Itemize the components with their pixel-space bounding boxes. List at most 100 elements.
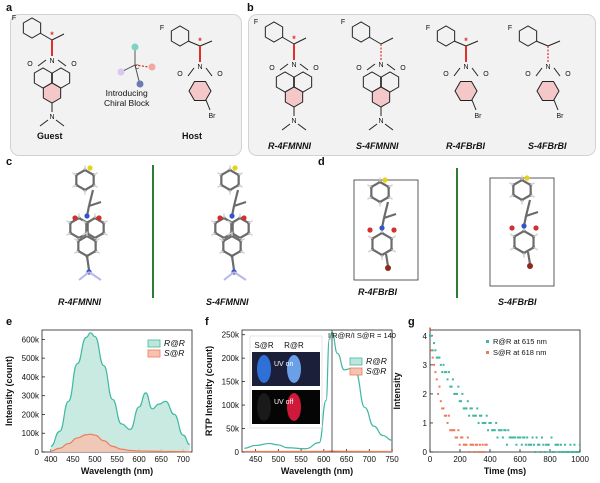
chart-g-point-1-38 <box>480 451 483 453</box>
crystal-r-4fbrbi-h-1-0 <box>391 248 397 253</box>
chart-g-point-0-111 <box>578 443 581 446</box>
chart-g-xtick-label-3: 600 <box>513 455 527 464</box>
crystal-r-4fbrbi-methyl <box>383 213 397 219</box>
r-4fmnni-o-right: O <box>313 65 319 72</box>
crystal-s-4fmnni-ring-2 <box>230 216 250 240</box>
s-4fmnni-amine-me2 <box>384 123 394 131</box>
chart-g-point-1-29 <box>468 451 471 453</box>
chart-g-point-1-21 <box>457 429 460 432</box>
chart-g-point-1-16 <box>450 429 453 432</box>
chart-f-ytick-label-2: 100k <box>222 401 240 410</box>
chart-g-ytick-label-4: 4 <box>423 332 428 341</box>
chart-g-point-1-22 <box>458 443 461 446</box>
guest-amine-n: N <box>49 114 54 121</box>
s-4fmnni-amine-me1 <box>368 123 378 131</box>
chart-g-point-0-82 <box>539 451 542 453</box>
crystal-r-4fmnni-amine-me1 <box>78 271 90 281</box>
chart-g-point-0-101 <box>565 451 568 453</box>
chart-g-point-0-36 <box>477 421 480 424</box>
chart-e: 400 450 500 550 600 650 700 0 100k 200k 300k 400k 50… <box>4 329 193 476</box>
chart-g-point-1-15 <box>449 429 452 432</box>
r-4fbrbi-br-atom: Br <box>475 113 483 120</box>
r-4fmnni-methyl-bond <box>293 37 307 45</box>
guest-fluorophenyl-ring <box>22 17 42 39</box>
chart-g-point-0-27 <box>465 407 468 410</box>
chart-g-point-0-10 <box>442 363 445 366</box>
r-4fbrbi-benzyl-bond <box>453 40 467 47</box>
chart-e-xtick-label-1: 450 <box>66 455 80 464</box>
chart-g-point-0-79 <box>535 436 538 439</box>
chart-g-point-0-105 <box>570 451 573 453</box>
chart-g-xtick-label-5: 1000 <box>571 455 589 464</box>
s-4fmnni-naph-ring-3 <box>371 86 391 108</box>
crystal-r-4fmnni-amine-me2 <box>88 271 102 281</box>
host-imide-right <box>205 67 213 77</box>
crystal-r-4fbrbi-h-1-5 <box>391 235 397 240</box>
chart-f-line-0 <box>244 331 393 450</box>
crystal-r-4fmnni-h-2-3 <box>82 220 87 224</box>
crystal-s-4fmnni-h-3-2 <box>219 250 224 254</box>
chart-g-point-0-52 <box>499 429 502 432</box>
chart-g-point-0-109 <box>576 451 579 453</box>
chiral-block-atom-navy <box>136 80 144 88</box>
chart-e-legend-label-1: S@R <box>164 348 184 358</box>
chart-g-legend-label-1: S@R at 618 nm <box>493 348 546 357</box>
chart-e-line-1 <box>50 433 190 453</box>
crystal-r-4fbrbi-br-ball <box>385 265 391 271</box>
chart-g-point-1-3 <box>433 363 436 366</box>
chart-g-point-1-10 <box>442 407 445 410</box>
crystal-s-4fbrbi-h-1-2 <box>509 246 515 251</box>
r-4fmnni-amine-me1 <box>281 123 291 131</box>
r-4fmnni-n-atom: N <box>291 62 296 69</box>
crystal-label-r-4fbrbi: R-4FBrBI <box>358 287 398 297</box>
chart-g-point-0-91 <box>551 451 554 453</box>
chart-g-point-0-32 <box>472 414 475 417</box>
crystal-r-4fmnni-h-1-2 <box>66 232 71 236</box>
host-benzyl-bond <box>187 40 201 47</box>
chart-g-point-0-45 <box>489 421 492 424</box>
chart-g-point-0-60 <box>510 436 512 439</box>
guest-o-left: O <box>27 61 33 68</box>
crystal-s-4fmnni-ring-3 <box>222 234 242 258</box>
chart-g-point-0-12 <box>445 371 448 374</box>
chart-e-xlabel: Wavelength (nm) <box>81 466 153 476</box>
chart-g-point-0-38 <box>480 414 483 417</box>
chiral-block-atom-lilac <box>117 68 125 76</box>
r-4fbrbi-n-atom: N <box>463 64 468 71</box>
panel-c-divider <box>152 165 154 298</box>
chart-f-xtick-label-3: 600 <box>317 455 331 464</box>
chart-g-ytick-label-1: 1 <box>423 419 428 428</box>
r-4fbrbi-benzo-ring <box>454 80 478 102</box>
chart-g-point-1-7 <box>438 385 441 388</box>
chart-g-point-0-70 <box>523 436 526 439</box>
chart-g-point-0-73 <box>527 443 530 446</box>
panel-c-crystal-structures <box>66 165 253 281</box>
chart-g-point-0-76 <box>531 436 534 439</box>
crystal-s-4fmnni-n-ball <box>229 213 235 219</box>
panel-c-letter: c <box>6 156 13 168</box>
crystal-r-4fbrbi-o-ball-left <box>367 227 373 233</box>
chart-g-point-0-56 <box>504 429 507 432</box>
chart-f-ytick-label-3: 150k <box>222 378 240 387</box>
chart-e-ytick-label-0: 0 <box>35 448 40 457</box>
chart-g-point-0-47 <box>492 429 495 432</box>
chart-g-point-0-2 <box>431 349 434 352</box>
s-4fmnni-fluorophenyl-ring <box>351 21 371 43</box>
chart-f-xtick-label-4: 650 <box>340 455 354 464</box>
crystal-s-4fbrbi-ring-0 <box>512 178 532 202</box>
chart-g-point-0-24 <box>461 392 464 395</box>
chart-g-point-1-34 <box>474 443 477 446</box>
chart-g-xtick-label-2: 400 <box>483 455 497 464</box>
chart-g-point-0-57 <box>505 443 508 446</box>
chart-g-point-0-34 <box>474 414 477 417</box>
crystal-s-4fbrbi-backbone-1 <box>524 199 532 217</box>
chart-g-legend-label-0: R@R at 615 nm <box>493 337 547 346</box>
crystal-s-4fmnni-methyl <box>233 201 247 207</box>
crystal-r-4fmnni-h-2-5 <box>103 220 108 224</box>
chart-f-inset-sr-label: S@R <box>254 341 273 350</box>
crystal-s-4fbrbi-br-bond <box>526 251 532 265</box>
panel-d-divider <box>456 168 458 298</box>
chart-g-point-0-46 <box>491 429 494 432</box>
chart-g-point-1-18 <box>453 429 456 432</box>
chart-g-point-0-96 <box>558 451 561 453</box>
